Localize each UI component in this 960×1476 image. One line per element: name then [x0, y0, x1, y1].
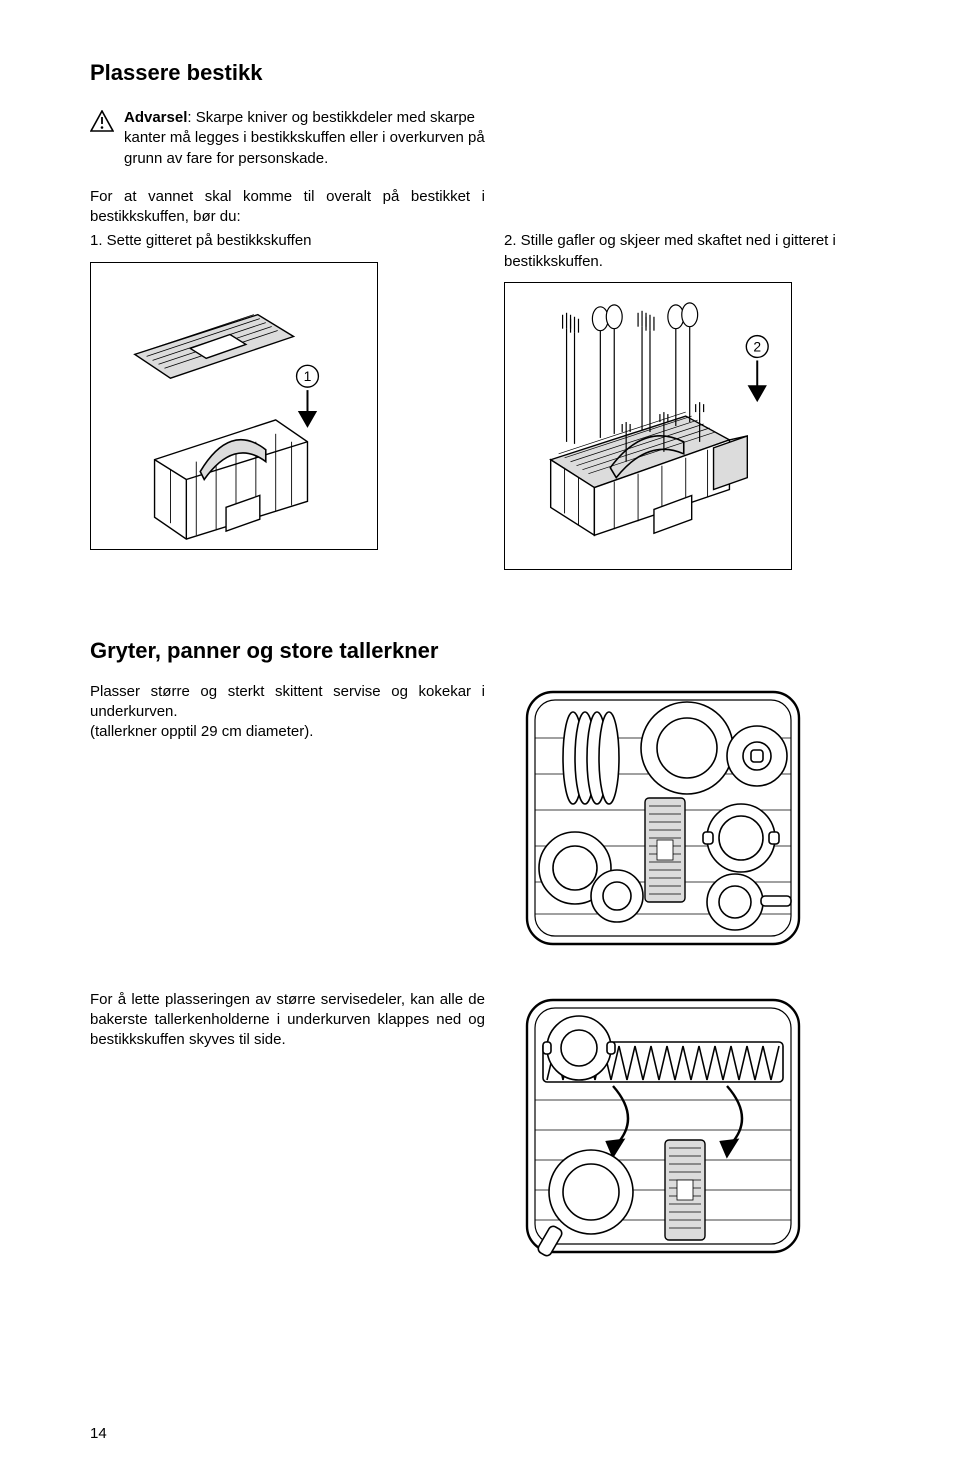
steps-row: 1. Sette gitteret på bestikkskuffen	[90, 231, 890, 570]
warning-text: Advarsel: Skarpe kniver og bestikkdeler …	[124, 108, 485, 169]
step-1-col: 1. Sette gitteret på bestikkskuffen	[90, 231, 476, 570]
section-3-text: For å lette plasseringen av større servi…	[90, 990, 485, 1262]
step-2-col: 2. Stille gafler og skjeer med skaftet n…	[504, 231, 890, 570]
step-1-text: 1. Sette gitteret på bestikkskuffen	[90, 231, 476, 251]
svg-text:2: 2	[753, 338, 761, 354]
svg-text:1: 1	[304, 368, 312, 384]
section-2-p1: Plasser større og sterkt skittent servis…	[90, 683, 485, 720]
section-2-text: Plasser større og sterkt skittent servis…	[90, 682, 485, 954]
figure-1: 1	[90, 262, 378, 550]
figure-4	[513, 990, 813, 1262]
section-2-row: Plasser større og sterkt skittent servis…	[90, 682, 890, 954]
intro-paragraph: For at vannet skal komme til overalt på …	[90, 187, 485, 228]
warning-block: Advarsel: Skarpe kniver og bestikkdeler …	[90, 108, 485, 169]
section-2-title: Gryter, panner og store tallerkner	[90, 638, 890, 664]
figure-2: 2	[504, 282, 792, 570]
section-2-p2: (tallerkner opptil 29 cm diameter).	[90, 723, 313, 740]
warning-icon	[90, 110, 114, 132]
page-number: 14	[90, 1425, 107, 1442]
step-2-text: 2. Stille gafler og skjeer med skaftet n…	[504, 231, 890, 272]
page-title: Plassere bestikk	[90, 60, 890, 86]
figure-3	[513, 682, 813, 954]
section-3-row: For å lette plasseringen av større servi…	[90, 990, 890, 1262]
warning-label: Advarsel	[124, 109, 187, 126]
